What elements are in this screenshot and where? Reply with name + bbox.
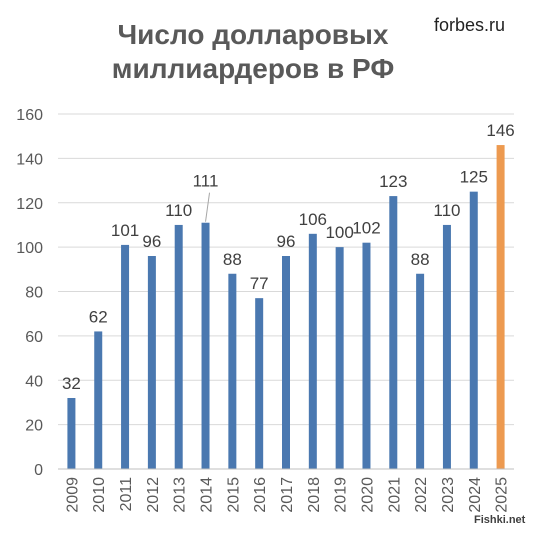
x-tick-label: 2013 [172,477,189,513]
chart-title: Число долларовых миллиардеров в РФ [92,18,414,86]
y-tick-label: 140 [16,151,43,168]
data-label: 96 [142,232,161,251]
bar [335,247,344,469]
x-tick-label: 2022 [413,477,430,513]
bar [362,242,371,469]
bar [442,224,451,469]
data-label: 102 [352,219,380,238]
y-tick-label: 100 [16,240,43,257]
x-tick-label: 2019 [333,477,350,513]
bar-highlight [496,145,505,469]
x-tick-label: 2016 [252,477,269,513]
data-label: 110 [165,201,192,220]
data-label: 123 [379,172,407,191]
data-label: 101 [111,221,139,240]
x-tick-label: 2011 [118,477,135,512]
bar [228,273,237,469]
y-tick-label: 160 [16,107,43,124]
bar [174,224,183,469]
x-tick-label: 2009 [64,477,81,513]
bar [147,256,156,469]
bar [255,298,264,469]
data-label: 32 [62,374,81,393]
bar [67,398,76,469]
y-tick-label: 120 [16,196,43,213]
y-tick-label: 60 [25,329,43,346]
y-tick-label: 40 [25,373,43,390]
data-label: 125 [460,168,488,187]
data-label: 77 [250,274,269,293]
data-label: 96 [277,232,296,251]
x-tick-label: 2025 [494,477,511,513]
x-tick-label: 2023 [440,477,457,513]
data-label: 110 [433,201,460,220]
bar [94,331,103,469]
x-tick-label: 2024 [467,477,484,513]
bar [469,191,478,469]
bar [121,244,130,469]
x-tick-label: 2021 [386,477,403,513]
x-tick-label: 2015 [225,477,242,513]
x-tick-label: 2012 [145,477,162,513]
x-tick-label: 2017 [279,477,296,513]
x-tick-label: 2010 [91,477,108,513]
data-label: 146 [486,121,514,140]
watermark-text: Fishki.net [474,514,526,526]
label-leader-line [205,192,211,222]
x-tick-label: 2020 [359,477,376,513]
source-label: forbes.ru [434,15,506,35]
data-label: 88 [223,250,242,269]
bar [282,256,290,469]
data-label: 100 [325,223,353,242]
data-label: 111 [193,172,219,191]
data-label: 88 [411,250,430,269]
data-label: 106 [299,210,327,229]
y-tick-label: 80 [25,285,43,302]
y-tick-label: 20 [25,418,43,435]
bar [389,196,398,469]
bar [416,273,425,469]
data-label: 62 [89,307,108,326]
bar [308,233,317,469]
bar [201,222,210,469]
x-tick-label: 2014 [199,477,216,513]
x-tick-label: 2018 [306,477,323,513]
chart-title-line-2: миллиардеров в РФ [111,53,395,84]
y-tick-label: 0 [34,462,43,479]
chart-title-line-1: Число долларовых [117,19,389,50]
